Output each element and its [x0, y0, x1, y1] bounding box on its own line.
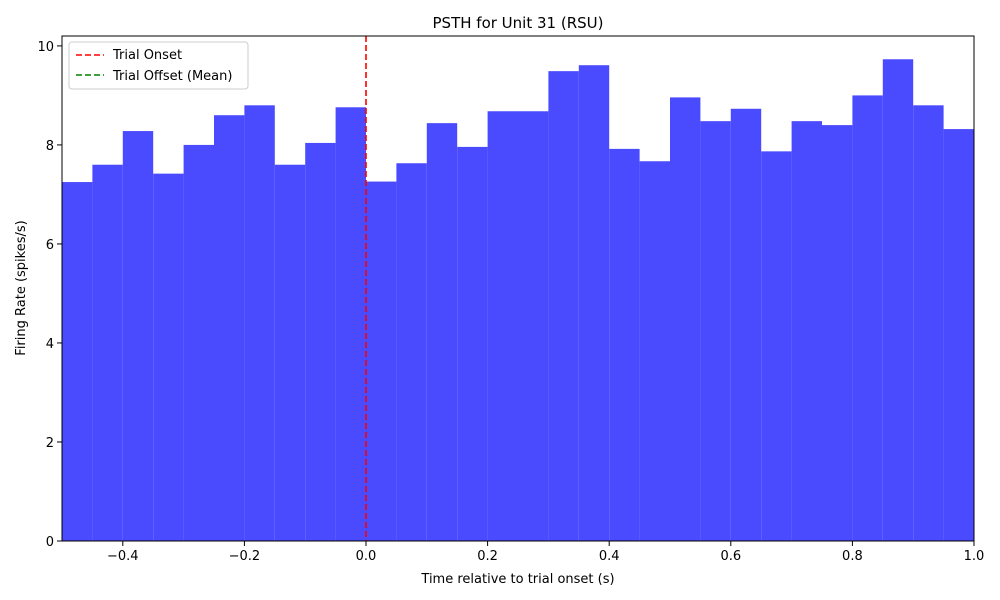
x-tick-label: 0.2 — [477, 549, 498, 564]
x-axis-label: Time relative to trial onset (s) — [420, 572, 614, 587]
x-tick-label: 1.0 — [964, 549, 985, 564]
legend-box — [68, 41, 249, 90]
histogram-bar — [822, 125, 853, 541]
histogram-bar — [761, 151, 792, 541]
x-tick-label: 0.0 — [356, 549, 377, 564]
histogram-bar — [913, 105, 944, 542]
y-axis-label: Firing Rate (spikes/s) — [14, 220, 29, 355]
histogram-bar — [487, 111, 518, 541]
histogram-bar — [609, 148, 640, 541]
histogram-bar — [518, 111, 549, 541]
histogram-bar — [62, 182, 93, 541]
histogram-bar — [183, 144, 214, 541]
histogram-bar — [153, 173, 184, 541]
legend-onset-label: Trial Onset — [112, 48, 182, 63]
x-tick-label: 0.8 — [842, 549, 863, 564]
histogram-bar — [122, 131, 154, 541]
y-tick-label: 2 — [46, 436, 54, 451]
histogram-bar — [882, 59, 914, 542]
histogram-bar — [305, 142, 336, 542]
histogram-bar — [274, 164, 306, 541]
histogram-bar — [426, 123, 458, 541]
legend: Trial Onset Trial Offset (Mean) — [68, 41, 249, 90]
y-tick-label: 0 — [46, 535, 54, 550]
histogram-bar — [92, 164, 123, 541]
y-tick-label: 4 — [46, 337, 54, 352]
histogram-bar — [791, 121, 822, 541]
x-tick-label: −0.4 — [107, 549, 139, 564]
x-tick-label: −0.2 — [229, 549, 261, 564]
y-tick-label: 10 — [37, 40, 54, 55]
histogram-bar — [214, 115, 245, 541]
y-tick-label: 6 — [46, 238, 54, 253]
histogram-bar — [396, 163, 427, 542]
histogram-bar — [457, 146, 488, 541]
histogram-bar — [670, 97, 701, 542]
histogram-bar — [943, 129, 974, 541]
histogram-bar — [578, 65, 610, 541]
x-tick-label: 0.6 — [720, 549, 741, 564]
histogram-bar — [639, 161, 670, 541]
chart-title: PSTH for Unit 31 (RSU) — [433, 14, 604, 32]
x-tick-label: 0.4 — [599, 549, 620, 564]
histogram-bar — [366, 181, 397, 541]
y-tick-label: 8 — [46, 139, 54, 154]
histogram-bar — [700, 121, 731, 541]
histogram-bar — [852, 95, 883, 541]
axes-frame — [61, 35, 975, 542]
histogram-bar — [548, 71, 579, 541]
histogram-bar — [730, 108, 762, 541]
histogram-bar — [244, 105, 275, 542]
legend-offset-label: Trial Offset (Mean) — [112, 69, 232, 84]
histogram-bar — [335, 107, 366, 541]
plot-area: −0.4 −0.2 0.0 0.2 0.4 0.6 0.8 1.0 0 2 4 6 8 10 — [37, 35, 985, 564]
